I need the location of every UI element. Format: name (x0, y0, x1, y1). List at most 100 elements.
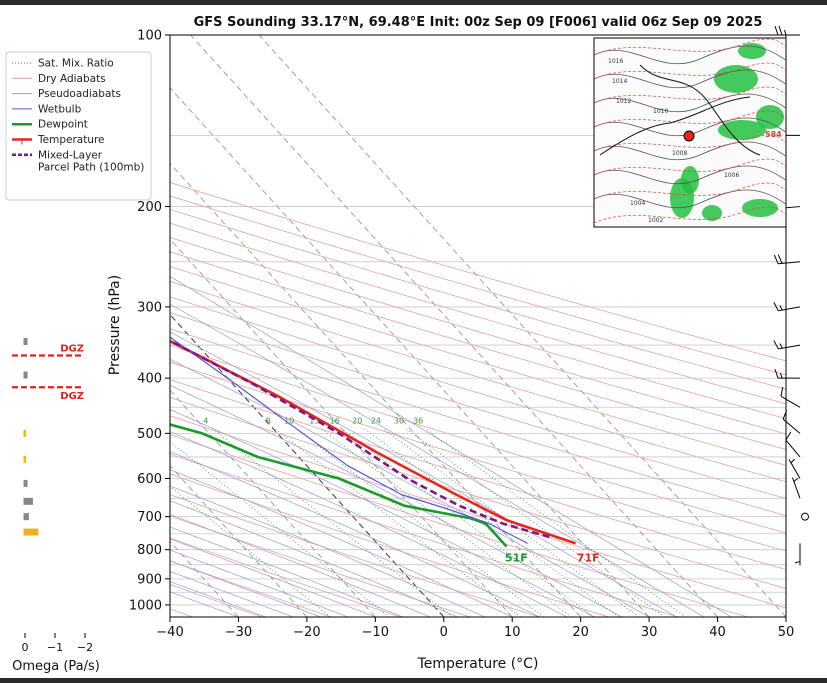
mixing-ratio-label: 20 (352, 416, 362, 425)
wind-barb (782, 410, 801, 434)
precip-area (714, 65, 758, 93)
wind-barb (780, 386, 801, 408)
legend-label-mixed-layer: Mixed-Layer Parcel Path (100mb) (38, 149, 144, 173)
isobar-contour (594, 45, 786, 65)
wind-barb-half-flag (790, 458, 795, 464)
omega-bar (23, 497, 33, 505)
legend-label-dry-adiabats: Dry Adiabats (38, 73, 106, 85)
legend-label-pseudoadiabats: Pseudoadiabats (38, 88, 121, 100)
x-tick-label: −20 (293, 625, 320, 640)
omega-bar (23, 371, 28, 379)
x-tick-label: 40 (709, 625, 726, 640)
omega-bar (23, 455, 27, 463)
mixing-ratio-label: 36 (413, 416, 423, 425)
isotherm-line (170, 87, 650, 617)
mixing-ratio-label: 13 (309, 416, 319, 425)
mixing-ratio-label: 2 (145, 416, 150, 425)
mixing-ratio-line (382, 428, 640, 617)
pseudoadiabat (170, 469, 513, 617)
dry-adiabat (170, 296, 786, 483)
dry-adiabat (170, 515, 471, 617)
mixing-ratio-label: 4 (203, 416, 208, 425)
wind-barb-half-flag (780, 372, 783, 379)
border-line (639, 64, 761, 156)
wind-barb (773, 254, 801, 265)
precip-area (756, 105, 784, 129)
wind-barb-staff (780, 395, 801, 408)
dry-adiabat (170, 236, 786, 420)
x-tick-label: 0 (440, 625, 448, 640)
mixing-ratio-line (363, 428, 619, 617)
isobar-contour (594, 69, 786, 89)
dry-adiabat (170, 434, 748, 617)
dry-adiabat (170, 195, 786, 376)
isobar-contour (594, 117, 786, 137)
thermo-background: 1 2 4 8 10 13 16 20 24 30 36 (91, 35, 786, 617)
thickness-contour (594, 62, 786, 80)
chart-title: GFS Sounding 33.17°N, 69.48°E Init: 00z … (194, 15, 763, 30)
y-tick-label: 1000 (129, 598, 162, 613)
omega-axis-label: Omega (Pa/s) (12, 659, 100, 674)
isotherm-line (170, 238, 513, 617)
legend-label-line: Mixed-Layer (38, 149, 103, 161)
pseudoadiabat (170, 303, 705, 617)
pseudoadiabat (170, 451, 540, 617)
pseudoadiabat (170, 431, 568, 617)
wind-barb (773, 340, 801, 350)
pseudoadiabat (170, 276, 732, 617)
legend-label-line: Pseudoadiabats (38, 88, 121, 100)
skewt-chart: GFS Sounding 33.17°N, 69.48°E Init: 00z … (5, 15, 809, 674)
omega-bar (23, 429, 27, 437)
omega-bar (23, 513, 29, 521)
precip-area (742, 199, 778, 217)
wind-barb (785, 431, 801, 458)
omega-bar (23, 479, 28, 487)
wind-barb (788, 458, 801, 479)
wind-barb-staff (792, 477, 801, 499)
inset-map-content: 1016 1014 1012 1010 1008 1006 1004 1002 584 (594, 38, 786, 224)
y-tick-label: 300 (137, 300, 162, 315)
legend: Sat. Mix. Ratio Dry Adiabats Pseudoadiabat… (5, 51, 152, 201)
thickness-contour (594, 134, 786, 152)
pseudoadiabat (170, 514, 431, 617)
x-tick-label: 20 (572, 625, 589, 640)
wind-barb-flag (782, 410, 788, 420)
dewpoint-line (170, 423, 508, 548)
mixing-ratio-label: 1 (91, 416, 96, 425)
legend-label-line: Dewpoint (38, 119, 88, 131)
mixing-ratio-label: 16 (330, 416, 340, 425)
x-tick-label: 10 (504, 625, 521, 640)
profiles: 51F 71F (170, 336, 600, 564)
y-tick-label: 400 (137, 372, 162, 387)
wind-barb-half-flag (793, 477, 799, 482)
legend-label-line: Dry Adiabats (38, 73, 106, 85)
precip-area (718, 120, 766, 140)
wind-barb-flag (785, 431, 792, 441)
dgz-label: DGZ (60, 391, 84, 402)
wind-barb (773, 302, 801, 312)
wind-barb-flag (773, 340, 779, 350)
wind-barb-flag (774, 25, 779, 36)
dry-adiabat (170, 361, 786, 552)
legend-label-line: Wetbulb (38, 103, 82, 115)
border-line (599, 96, 751, 156)
dry-adiabat (170, 208, 786, 390)
wind-barbs (773, 25, 809, 566)
surface-temp-label: 71F (577, 551, 600, 564)
mixing-ratio-line (424, 428, 687, 617)
isobar-label: 1010 (653, 108, 668, 115)
dry-adiabat (170, 344, 786, 534)
wind-barb (774, 368, 800, 379)
wind-barb-staff (785, 439, 801, 458)
pseudoadiabat (170, 358, 650, 617)
sounding-location-marker (683, 130, 695, 142)
isobar-label: 1004 (630, 200, 645, 207)
plot-frame (169, 34, 787, 618)
wind-barb-flag (780, 386, 784, 397)
y-tick-label: 500 (137, 427, 162, 442)
precip-area (738, 43, 766, 59)
x-tick-label: 30 (641, 625, 658, 640)
isobar-label: 1014 (612, 78, 627, 85)
pseudoadiabat (170, 500, 458, 617)
